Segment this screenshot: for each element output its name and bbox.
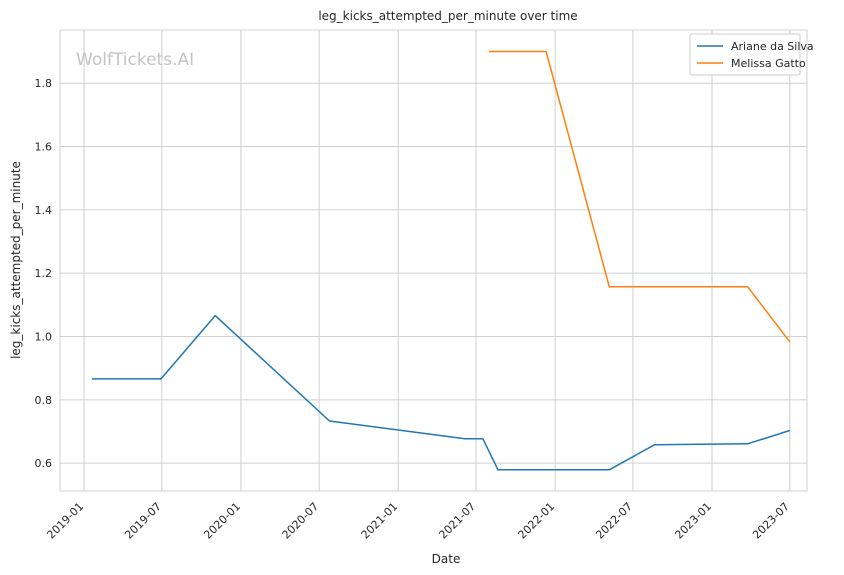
legend-label-1: Melissa Gatto [731,57,806,70]
y-axis-label: leg_kicks_attempted_per_minute [9,161,23,359]
x-tick-labels: 2019-01 2019-07 2020-01 2020-07 2021-01 2021-… [44,500,791,542]
x-tick-label: 2019-01 [44,500,86,542]
x-tick-label: 2022-01 [516,500,558,542]
x-tick-label: 2021-01 [359,500,401,542]
y-tick-label: 1.0 [35,330,53,343]
x-tick-label: 2022-07 [593,500,635,542]
y-tick-label: 1.2 [35,267,53,280]
plot-area [59,29,808,492]
x-tick-label: 2023-07 [750,500,792,542]
x-axis-label: Date [432,552,461,566]
y-tick-label: 1.6 [35,141,53,154]
watermark: WolfTickets.AI [76,50,194,70]
x-tick-label: 2020-07 [280,500,322,542]
y-tick-label: 0.6 [35,457,53,470]
series-layer [91,50,791,471]
legend-frame [689,33,801,76]
x-gridlines [83,30,791,491]
x-tick-label: 2021-07 [436,500,478,542]
y-tick-labels: 0.6 0.8 1.0 1.2 1.4 1.6 1.8 [35,77,53,470]
x-tick-label: 2023-01 [672,500,714,542]
y-gridlines [60,82,807,464]
y-tick-label: 1.4 [35,204,53,217]
legend: Ariane da Silva Melissa Gatto [689,33,814,76]
chart-title: leg_kicks_attempted_per_minute over time [318,9,577,23]
y-tick-label: 0.8 [35,394,53,407]
x-tick-label: 2019-07 [122,500,164,542]
x-tick-label: 2020-01 [201,500,243,542]
legend-label-0: Ariane da Silva [731,40,814,53]
y-tick-label: 1.8 [35,77,53,90]
